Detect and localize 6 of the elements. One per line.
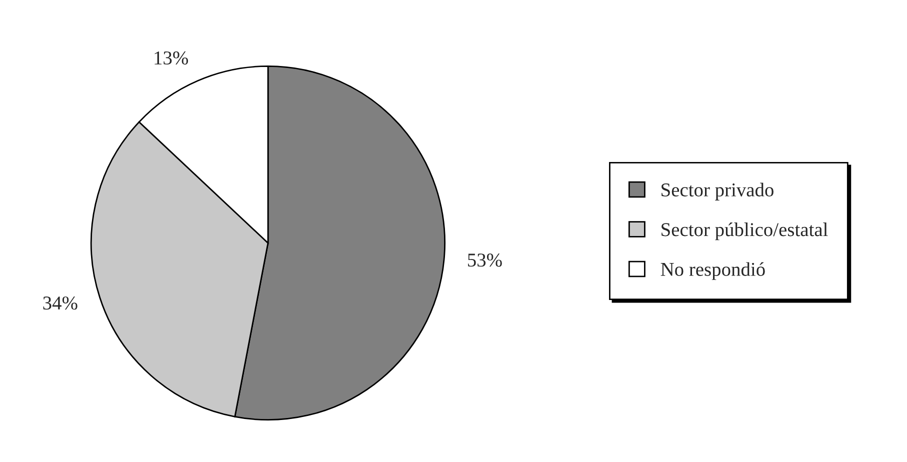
data-label: 13%	[154, 51, 188, 65]
legend-label: No respondió	[660, 262, 765, 280]
data-label: 53%	[468, 254, 502, 267]
data-label: 34%	[43, 296, 78, 310]
legend-label: Sector público/estatal	[662, 222, 828, 240]
legend-label: Sector privado	[662, 182, 774, 200]
